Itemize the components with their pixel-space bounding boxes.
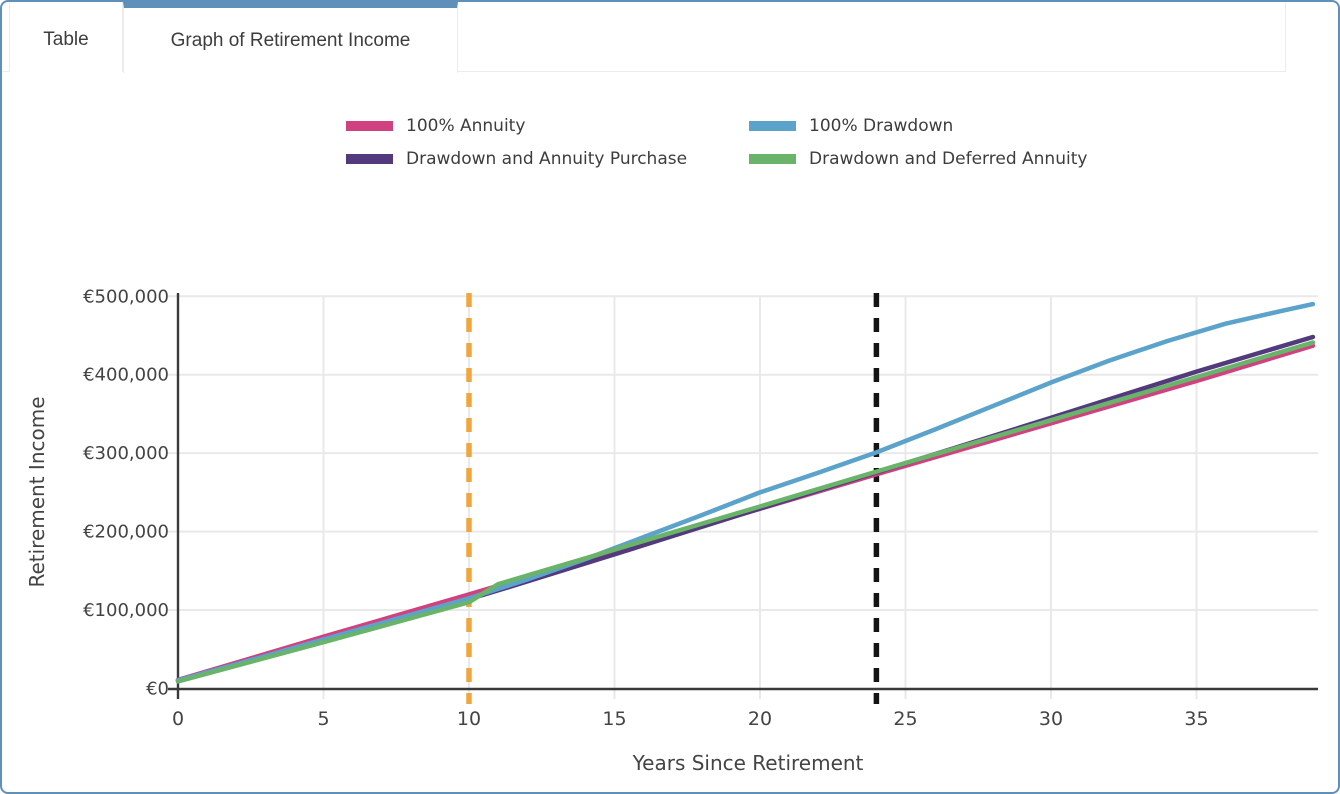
x-tick-label: 30	[1039, 708, 1063, 730]
tab-graph-label: Graph of Retirement Income	[170, 29, 411, 51]
x-tick-label: 5	[317, 708, 329, 730]
legend-item-label: Drawdown and Annuity Purchase	[406, 148, 688, 169]
x-tick-label: 15	[602, 708, 626, 730]
x-axis-title: Years Since Retirement	[632, 751, 864, 775]
legend-item-drawdown-and-deferred-annuity[interactable]: Drawdown and Deferred Annuity	[749, 142, 1087, 175]
y-axis-title: Retirement Income	[25, 396, 49, 587]
tab-graph-of-retirement-income[interactable]: Graph of Retirement Income	[123, 2, 458, 73]
axis-layer	[168, 293, 1318, 699]
plot-area[interactable]	[178, 292, 1318, 689]
x-tick-label: 35	[1184, 708, 1208, 730]
x-tick-label: 0	[172, 708, 184, 730]
y-tick-label: €300,000	[83, 443, 169, 464]
legend-item-label: 100% Drawdown	[809, 115, 954, 136]
x-tick-label: 10	[457, 708, 481, 730]
legend-swatch-icon	[346, 153, 393, 164]
legend-swatch-icon	[749, 153, 796, 164]
series-layer	[175, 301, 1316, 684]
y-tick-label: €0	[146, 679, 169, 700]
legend-item-100-drawdown[interactable]: 100% Drawdown	[749, 109, 1087, 142]
chart-legend: 100% Annuity 100% Drawdown Drawdown and An…	[346, 109, 1087, 175]
legend-swatch-icon	[749, 120, 796, 131]
legend-item-drawdown-and-annuity-purchase[interactable]: Drawdown and Annuity Purchase	[346, 142, 749, 175]
y-tick-label: €200,000	[83, 522, 169, 543]
tick-label-layer: 0 5 10 15 20 25 30 35 €0 €100,000 €200,000 €300,000…	[83, 286, 1208, 730]
legend-item-100-annuity[interactable]: 100% Annuity	[346, 109, 749, 142]
grid-layer	[168, 295, 1318, 699]
legend-item-label: Drawdown and Deferred Annuity	[809, 148, 1088, 169]
tab-table-label: Table	[43, 29, 89, 50]
y-tick-label: €400,000	[83, 365, 169, 386]
reference-lines-layer	[466, 293, 880, 704]
x-tick-label: 20	[748, 708, 772, 730]
x-tick-label: 25	[893, 708, 917, 730]
y-tick-label: €500,000	[83, 286, 169, 307]
legend-swatch-icon	[346, 120, 393, 131]
y-tick-label: €100,000	[83, 600, 169, 621]
tab-table[interactable]: Table	[9, 2, 123, 72]
tab-bar: Table Graph of Retirement Income	[2, 2, 1286, 73]
series-line-100-drawdown	[175, 301, 1316, 683]
series-line-drawdown-and-deferred-annuity	[175, 340, 1316, 684]
legend-item-label: 100% Annuity	[406, 115, 526, 136]
